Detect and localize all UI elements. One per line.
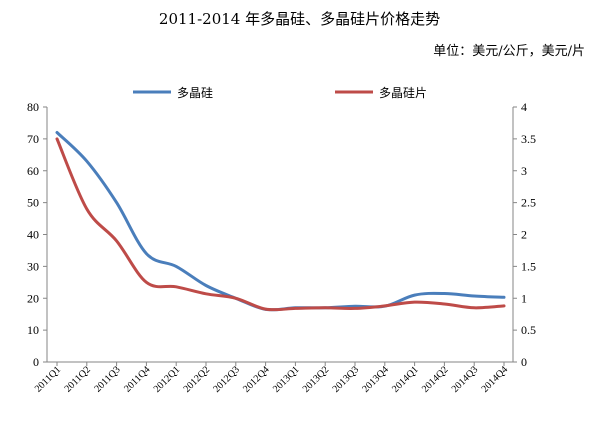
left-axis-tick-label: 0 [33, 355, 39, 369]
x-axis-tick-label: 2014Q4 [480, 364, 511, 395]
series-layer [55, 131, 506, 312]
right-axis-tick-label: 2 [521, 228, 527, 242]
right-axis-tick-label: 2.5 [521, 196, 536, 210]
chart-title: 2011-2014 年多晶硅、多晶硅片价格走势 [158, 10, 441, 28]
right-axis-tick-label: 0 [521, 355, 527, 369]
legend: 多晶硅 多晶硅片 [133, 86, 427, 100]
left-axis-tick-label: 70 [27, 132, 39, 146]
x-axis-tick-label: 2012Q4 [241, 364, 272, 395]
left-axis-tick-label: 20 [27, 291, 39, 305]
left-axis-tick-label: 50 [27, 196, 39, 210]
x-axis-tick-label: 2014Q3 [450, 364, 481, 395]
series-line-wafer [55, 137, 506, 312]
unit-note: 单位：美元/公斤，美元/片 [433, 44, 585, 59]
right-axis-tick-label: 3 [521, 164, 527, 178]
x-axis-tick-label: 2014Q1 [390, 364, 421, 395]
right-axis-tick-label: 3.5 [521, 132, 536, 146]
left-axis-tick-label: 80 [27, 100, 39, 114]
x-axis-tick-label: 2012Q3 [211, 364, 242, 395]
x-axis-tick-label: 2012Q2 [182, 364, 213, 395]
series-line-polysilicon [55, 131, 506, 312]
legend-label-wafer: 多晶硅片 [379, 86, 427, 100]
right-axis-tick-label: 4 [521, 100, 527, 114]
x-axis-tick-label: 2011Q3 [92, 364, 122, 394]
x-axis-tick-label: 2013Q2 [301, 364, 332, 395]
axes: 0102030405060708000.511.522.533.542011Q1… [27, 100, 536, 395]
right-axis-tick-label: 0.5 [521, 323, 536, 337]
left-axis-tick-label: 30 [27, 259, 39, 273]
x-axis-tick-label: 2013Q3 [331, 364, 362, 395]
right-axis-tick-label: 1.5 [521, 259, 536, 273]
left-axis-tick-label: 40 [27, 228, 39, 242]
left-axis-tick-label: 60 [27, 164, 39, 178]
legend-label-polysilicon: 多晶硅 [177, 86, 213, 100]
right-axis-tick-label: 1 [521, 291, 527, 305]
x-axis-tick-label: 2011Q4 [122, 364, 152, 394]
x-axis-tick-label: 2014Q2 [420, 364, 451, 395]
x-axis-tick-label: 2011Q2 [63, 364, 93, 394]
x-axis-tick-label: 2013Q1 [271, 364, 302, 395]
x-axis-tick-label: 2013Q4 [360, 364, 391, 395]
left-axis-tick-label: 10 [27, 323, 39, 337]
x-axis-tick-label: 2012Q1 [152, 364, 183, 395]
